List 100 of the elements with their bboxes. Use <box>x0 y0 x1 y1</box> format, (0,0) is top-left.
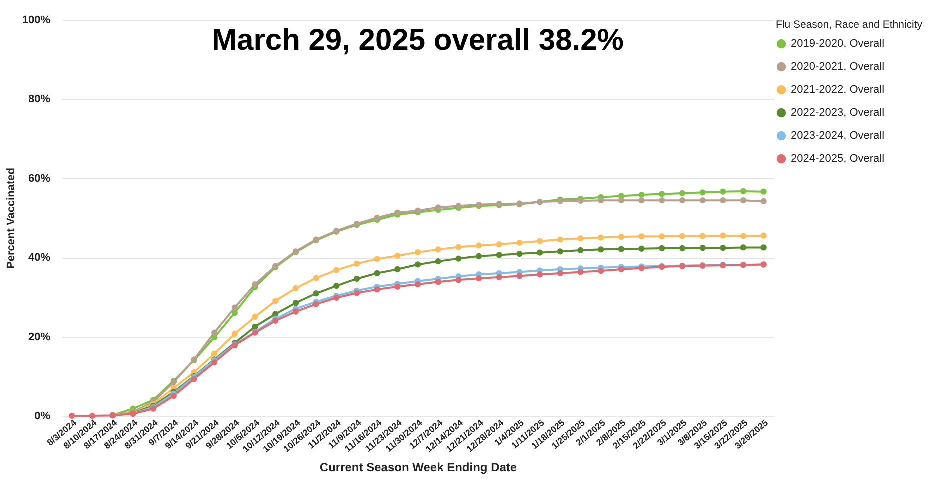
chart-title: March 29, 2025 overall 38.2% <box>212 24 624 57</box>
point <box>618 234 625 240</box>
point <box>456 277 462 284</box>
point <box>394 284 401 290</box>
point <box>414 249 422 256</box>
point <box>476 242 482 249</box>
legend-label: 2020-2021, Overall <box>791 61 885 73</box>
y-tick-label: 0% <box>34 410 51 422</box>
point <box>760 198 767 204</box>
point <box>659 191 666 198</box>
point <box>700 245 706 252</box>
point <box>476 276 482 282</box>
point <box>598 234 604 241</box>
point <box>700 233 706 240</box>
point <box>435 279 442 286</box>
point <box>374 286 380 293</box>
point <box>760 232 767 239</box>
point <box>516 250 523 258</box>
point <box>638 234 645 240</box>
legend-title: Flu Season, Race and Ethnicity <box>776 19 924 31</box>
point <box>638 192 645 198</box>
point <box>618 198 625 204</box>
point <box>292 308 300 315</box>
point <box>456 256 462 262</box>
point <box>618 246 625 252</box>
point <box>536 250 544 256</box>
point <box>598 268 604 274</box>
point <box>313 290 320 297</box>
point <box>89 412 96 420</box>
point <box>354 290 360 296</box>
y-tick-label: 20% <box>28 331 51 344</box>
y-tick-label: 60% <box>28 172 51 185</box>
point <box>516 273 523 280</box>
point <box>659 245 666 252</box>
point <box>578 236 584 242</box>
point <box>720 232 726 239</box>
point <box>252 324 258 330</box>
legend-label: 2023-2024, Overall <box>791 130 885 142</box>
point <box>740 198 747 204</box>
point <box>414 281 422 288</box>
point <box>374 270 380 277</box>
point <box>720 198 726 204</box>
point <box>679 233 686 240</box>
point <box>700 190 706 196</box>
point <box>394 266 401 273</box>
point <box>760 188 767 195</box>
point <box>334 267 340 274</box>
point <box>476 253 482 260</box>
point <box>211 350 218 357</box>
point <box>578 269 584 276</box>
point <box>211 330 218 336</box>
point <box>170 393 177 400</box>
point <box>292 300 300 306</box>
point <box>516 240 523 246</box>
point <box>374 256 380 262</box>
point <box>720 245 726 252</box>
point <box>435 204 442 211</box>
point <box>69 412 76 420</box>
point <box>414 262 422 268</box>
point <box>557 270 564 277</box>
point <box>334 283 340 290</box>
legend-label: 2021-2022, Overall <box>791 84 885 96</box>
point <box>638 246 645 252</box>
point <box>720 188 726 195</box>
point <box>536 238 544 244</box>
point <box>659 198 666 204</box>
point <box>435 246 442 253</box>
point <box>700 198 706 204</box>
point <box>638 198 645 204</box>
point <box>456 244 462 250</box>
point <box>536 272 544 278</box>
point <box>232 310 238 316</box>
point <box>659 234 666 240</box>
point <box>557 248 564 255</box>
point <box>232 304 238 311</box>
point <box>760 244 767 251</box>
point <box>578 247 584 254</box>
point <box>435 258 442 265</box>
point <box>292 285 300 292</box>
point <box>313 275 320 282</box>
x-axis-title: Current Season Week Ending Date <box>320 460 518 474</box>
point <box>740 188 747 195</box>
point <box>272 298 279 304</box>
point <box>679 245 686 252</box>
point <box>598 246 604 253</box>
point <box>740 233 747 240</box>
legend-label: 2019-2020, Overall <box>791 38 885 50</box>
point <box>496 252 502 258</box>
point <box>252 281 258 288</box>
point <box>557 236 564 243</box>
point <box>679 190 686 197</box>
y-tick-label: 80% <box>28 94 51 106</box>
point <box>232 330 238 338</box>
point <box>354 276 360 282</box>
point <box>740 244 747 251</box>
y-tick-label: 100% <box>22 14 51 26</box>
point <box>598 198 604 204</box>
y-axis-title: Percent Vaccinated <box>5 168 18 269</box>
point <box>313 301 320 308</box>
point <box>496 274 502 280</box>
